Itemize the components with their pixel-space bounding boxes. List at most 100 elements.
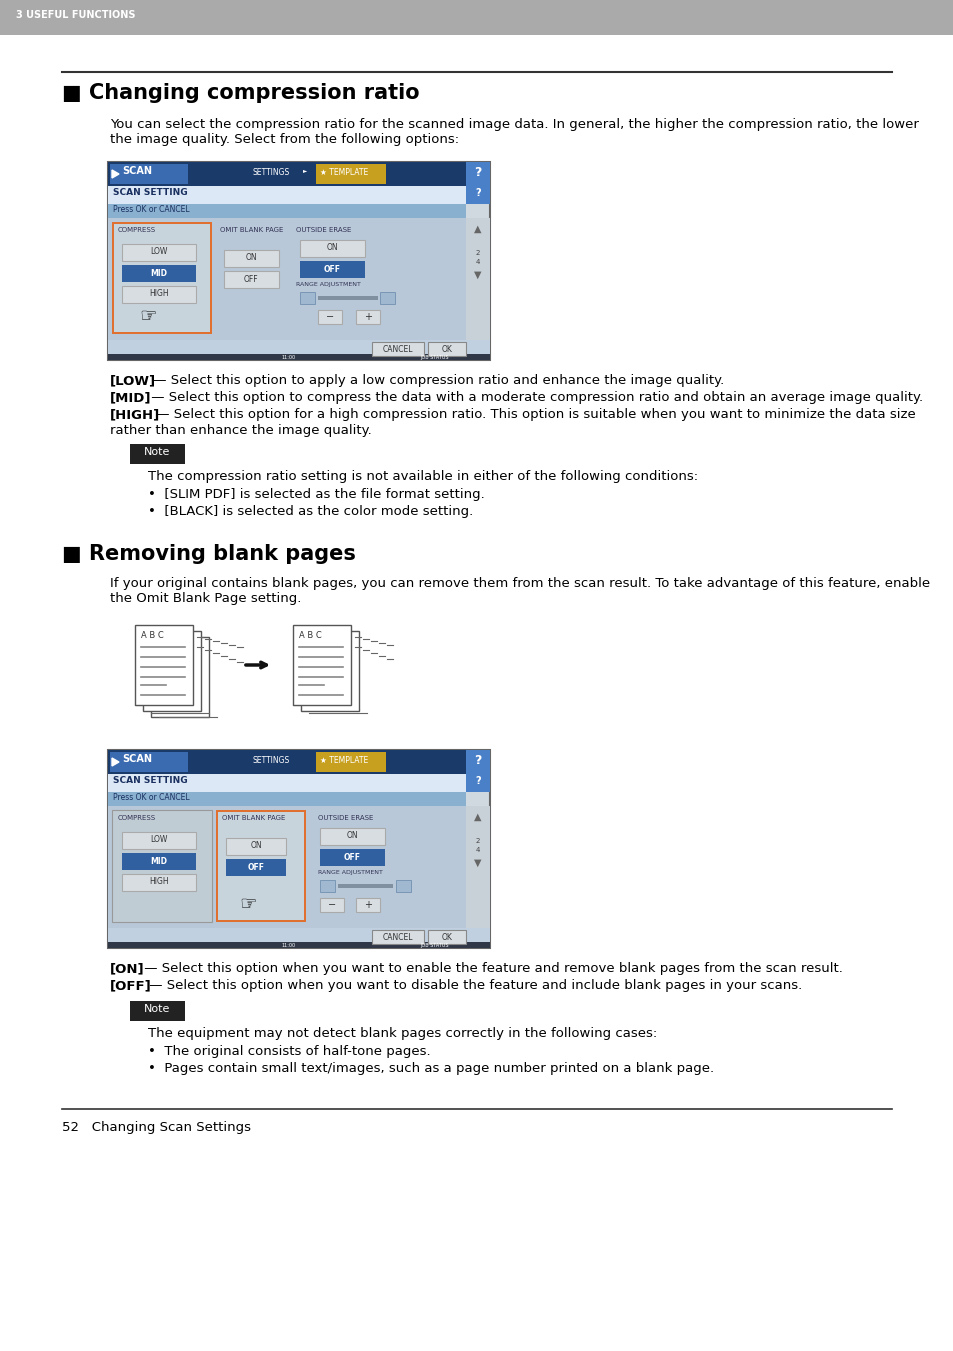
Text: [HIGH]: [HIGH] [110, 408, 160, 422]
Bar [465, 218, 490, 340]
Text: ?: ? [475, 188, 480, 199]
Bar [395, 880, 411, 892]
Bar [108, 204, 465, 218]
Text: 2: 2 [476, 250, 479, 255]
Text: SCAN SETTING: SCAN SETTING [112, 775, 188, 785]
Text: The equipment may not detect blank pages correctly in the following cases:: The equipment may not detect blank pages… [148, 1027, 657, 1040]
Text: •  [SLIM PDF] is selected as the file format setting.: • [SLIM PDF] is selected as the file for… [148, 488, 484, 501]
Bar [428, 929, 465, 944]
Bar [108, 218, 490, 340]
Bar [108, 186, 490, 204]
Bar [355, 898, 379, 912]
Text: +: + [364, 312, 372, 322]
Bar [226, 859, 286, 875]
Text: SETTINGS: SETTINGS [253, 168, 290, 177]
Bar [315, 753, 386, 771]
Text: LOW: LOW [151, 835, 168, 844]
Text: ★ TEMPLATE: ★ TEMPLATE [319, 168, 368, 177]
Text: [OFF]: [OFF] [110, 979, 152, 992]
Bar [108, 774, 490, 792]
Text: ▼: ▼ [474, 270, 481, 280]
Text: OFF: OFF [343, 852, 360, 862]
Bar [122, 832, 195, 848]
Bar [122, 286, 195, 303]
Text: ON: ON [346, 831, 357, 840]
Text: [MID]: [MID] [110, 390, 152, 404]
Bar [379, 292, 395, 304]
Text: The compression ratio setting is not available in either of the following condit: The compression ratio setting is not ava… [148, 470, 698, 484]
Bar [319, 880, 335, 892]
Text: ☞: ☞ [239, 894, 256, 915]
Text: ▼: ▼ [474, 858, 481, 867]
Bar [337, 884, 393, 888]
Bar [108, 942, 490, 948]
Text: — Select this option to compress the data with a moderate compression ratio and : — Select this option to compress the dat… [147, 390, 923, 404]
Text: — Select this option for a high compression ratio. This option is suitable when : — Select this option for a high compress… [152, 408, 915, 422]
Text: If your original contains blank pages, you can remove them from the scan result.: If your original contains blank pages, y… [110, 577, 929, 605]
Bar [112, 222, 212, 334]
Text: ON: ON [245, 254, 256, 262]
Text: •  Pages contain small text/images, such as a page number printed on a blank pag: • Pages contain small text/images, such … [148, 1062, 714, 1075]
Bar [319, 828, 385, 844]
Text: 4: 4 [476, 259, 479, 265]
Bar [108, 340, 490, 359]
Text: SCAN: SCAN [122, 754, 152, 765]
Polygon shape [112, 758, 119, 766]
Bar [465, 186, 490, 204]
Text: LOW: LOW [151, 247, 168, 257]
Bar [465, 750, 490, 774]
Text: ▲: ▲ [474, 812, 481, 821]
Text: ▲: ▲ [474, 224, 481, 234]
Bar [215, 811, 306, 921]
Text: OFF: OFF [243, 274, 258, 284]
Text: OUTSIDE ERASE: OUTSIDE ERASE [295, 227, 351, 232]
Bar [299, 261, 365, 278]
Bar [108, 792, 465, 807]
Text: 3 USEFUL FUNCTIONS: 3 USEFUL FUNCTIONS [16, 9, 135, 20]
Text: ☞: ☞ [139, 307, 156, 326]
Text: A B C: A B C [141, 631, 164, 640]
Text: ★ TEMPLATE: ★ TEMPLATE [319, 757, 368, 765]
Text: •  [BLACK] is selected as the color mode setting.: • [BLACK] is selected as the color mode … [148, 505, 473, 517]
Polygon shape [112, 170, 119, 178]
Text: rather than enhance the image quality.: rather than enhance the image quality. [110, 424, 372, 436]
Bar [0, 0, 953, 35]
Text: OFF: OFF [247, 862, 264, 871]
Text: You can select the compression ratio for the scanned image data. In general, the: You can select the compression ratio for… [110, 118, 918, 146]
Text: Note: Note [144, 447, 170, 457]
Bar [319, 848, 385, 866]
Text: [LOW]: [LOW] [110, 374, 156, 386]
Text: OMIT BLANK PAGE: OMIT BLANK PAGE [220, 227, 283, 232]
Bar [315, 163, 386, 184]
Bar [110, 163, 188, 184]
Text: −: − [328, 900, 335, 911]
Text: SCAN: SCAN [122, 166, 152, 176]
Text: ON: ON [250, 842, 261, 851]
Text: OUTSIDE ERASE: OUTSIDE ERASE [317, 815, 373, 821]
Text: [ON]: [ON] [110, 962, 145, 975]
Text: RANGE ADJUSTMENT: RANGE ADJUSTMENT [295, 282, 360, 286]
Bar [108, 750, 490, 948]
Bar [299, 240, 365, 257]
Bar [319, 898, 344, 912]
Text: ?: ? [475, 775, 480, 786]
Bar [108, 750, 490, 774]
Bar [108, 162, 490, 186]
Text: SETTINGS: SETTINGS [253, 757, 290, 765]
Text: RANGE ADJUSTMENT: RANGE ADJUSTMENT [317, 870, 382, 875]
Text: 11:00: 11:00 [282, 355, 295, 359]
Text: ?: ? [474, 166, 481, 178]
Bar [130, 444, 185, 463]
Bar [130, 1001, 185, 1021]
Bar [108, 354, 490, 359]
Text: ON: ON [326, 243, 337, 253]
Text: ►: ► [303, 168, 307, 173]
Bar [372, 929, 423, 944]
Bar [113, 224, 210, 332]
Bar [218, 812, 304, 920]
Bar [110, 753, 188, 771]
Bar [135, 626, 193, 705]
Text: 11:00: 11:00 [282, 943, 295, 948]
Bar [317, 296, 377, 300]
Bar [143, 631, 201, 711]
